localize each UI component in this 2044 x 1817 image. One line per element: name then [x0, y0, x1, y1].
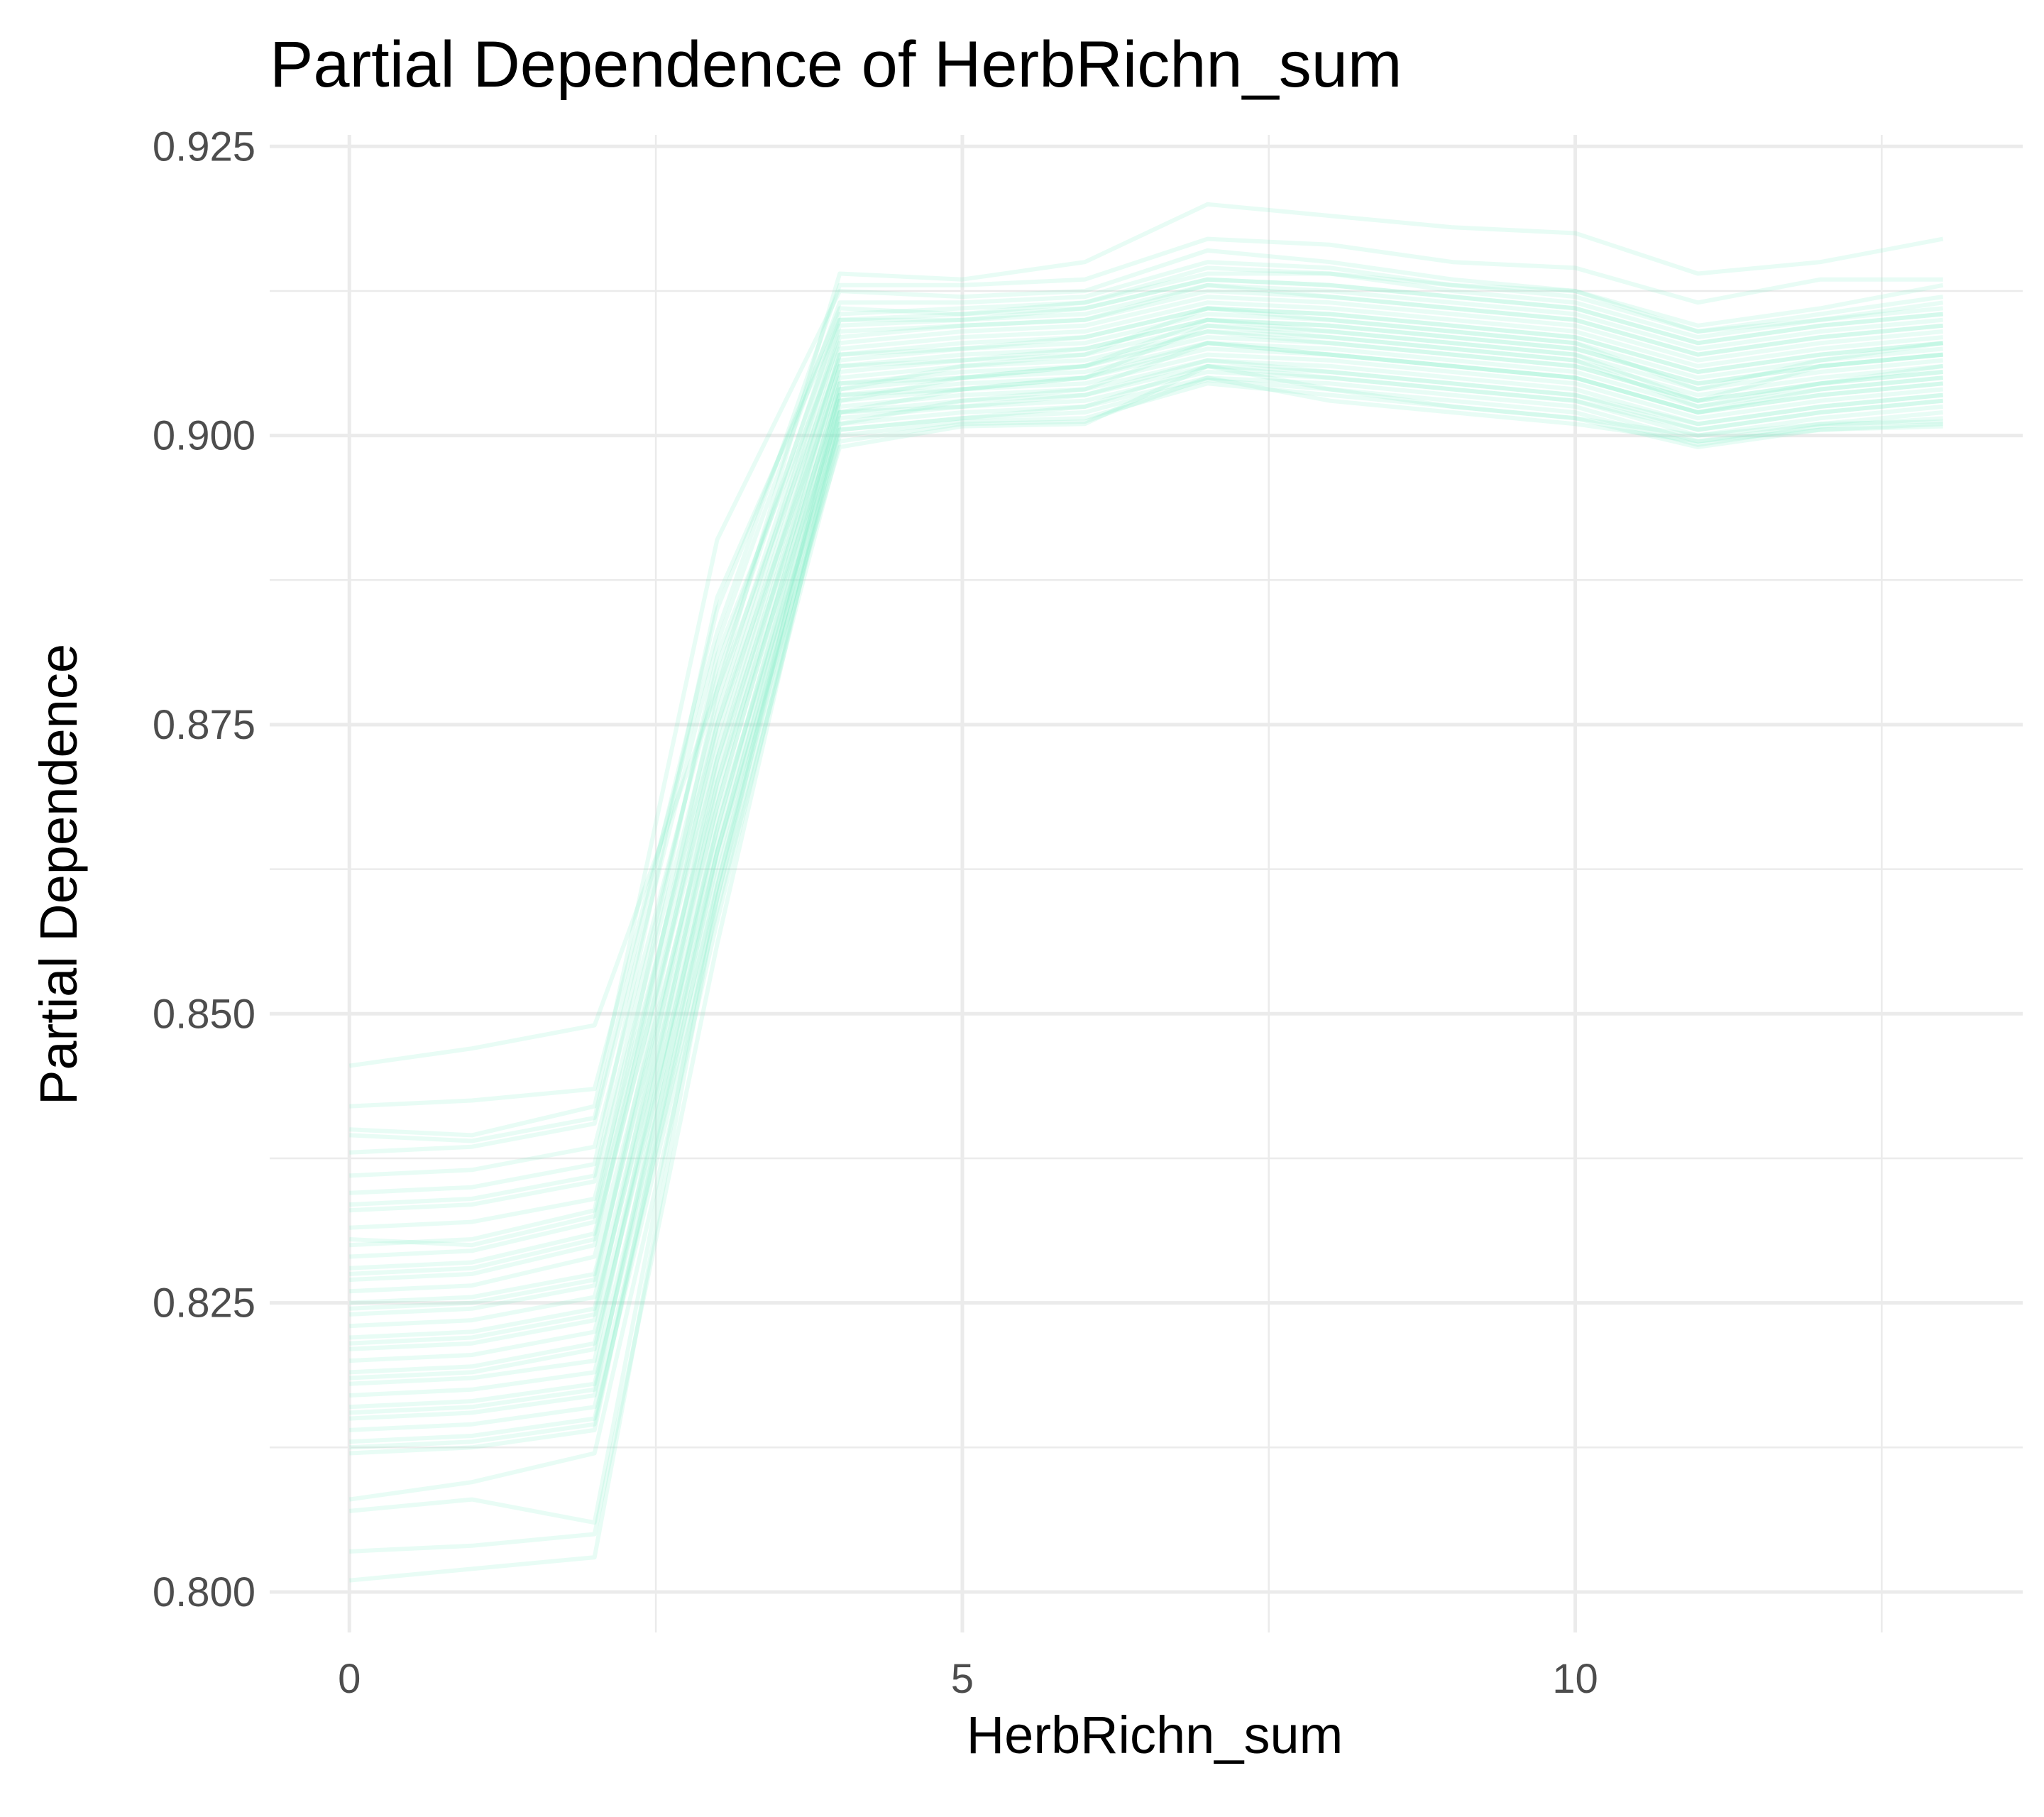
- y-tick-label: 0.900: [153, 413, 256, 459]
- ice-line-26: [349, 375, 1943, 1444]
- x-axis-title: HerbRichn_sum: [967, 1706, 1344, 1764]
- ice-line-38: [349, 306, 1943, 1276]
- ice-line-27: [349, 363, 1943, 1456]
- y-tick-label: 0.850: [153, 991, 256, 1037]
- ice-line-40: [349, 358, 1943, 1415]
- ice-line-23: [349, 375, 1943, 1410]
- ice-line-29: [349, 317, 1943, 1525]
- ice-line-14: [349, 323, 1943, 1305]
- ice-line-2: [349, 236, 1943, 1109]
- ice-line-17: [349, 341, 1943, 1340]
- x-tick-label: 5: [951, 1656, 974, 1702]
- ice-line-31: [349, 306, 1944, 1583]
- ice-line-35: [349, 341, 1943, 1380]
- ice-line-39: [349, 329, 1943, 1346]
- ice-line-6: [349, 277, 1943, 1195]
- y-axis-title: Partial Dependence: [29, 644, 88, 1105]
- x-tick-label: 0: [338, 1656, 361, 1702]
- ice-line-18: [349, 346, 1943, 1351]
- ice-line-10: [349, 300, 1943, 1259]
- ice-line-12: [349, 312, 1943, 1283]
- ice-line-32: [349, 265, 1944, 1143]
- grid: [270, 135, 2023, 1632]
- ice-line-7: [349, 282, 1943, 1213]
- ice-line-22: [349, 370, 1943, 1398]
- y-tick-label: 0.875: [153, 702, 256, 748]
- ice-line-15: [349, 329, 1943, 1317]
- ice-line-8: [349, 289, 1943, 1230]
- ice-line-34: [349, 317, 1943, 1311]
- y-tick-label: 0.925: [153, 123, 256, 170]
- ice-line-20: [349, 358, 1943, 1375]
- ice-line-37: [349, 277, 1943, 1207]
- ice-line-3: [349, 248, 1944, 1138]
- x-axis-tick-labels: 0 5 10: [338, 1656, 1598, 1702]
- y-tick-label: 0.825: [153, 1280, 256, 1327]
- ice-line-30: [349, 323, 1944, 1554]
- ice-line-16: [349, 335, 1943, 1329]
- ice-lines: [348, 202, 1944, 1583]
- ice-line-24: [349, 378, 1943, 1421]
- ice-line-21: [349, 363, 1943, 1386]
- ice-line-11: [349, 306, 1943, 1270]
- y-axis-tick-labels: 0.800 0.825 0.850 0.875 0.900 0.925: [153, 123, 256, 1615]
- ice-line-19: [349, 352, 1943, 1363]
- ice-line-5: [349, 271, 1943, 1178]
- x-tick-label: 10: [1552, 1656, 1598, 1702]
- ice-line-33: [349, 282, 1943, 1248]
- y-tick-label: 0.800: [153, 1569, 256, 1615]
- ice-line-9: [349, 295, 1943, 1248]
- ice-line-4: [349, 260, 1944, 1155]
- ice-line-13: [349, 317, 1943, 1294]
- ice-line-25: [349, 381, 1943, 1432]
- ice-line-28: [348, 341, 1943, 1502]
- ice-line-36: [349, 363, 1943, 1450]
- chart-title: Partial Dependence of HerbRichn_sum: [270, 28, 1402, 101]
- ice-line-1: [348, 202, 1944, 1068]
